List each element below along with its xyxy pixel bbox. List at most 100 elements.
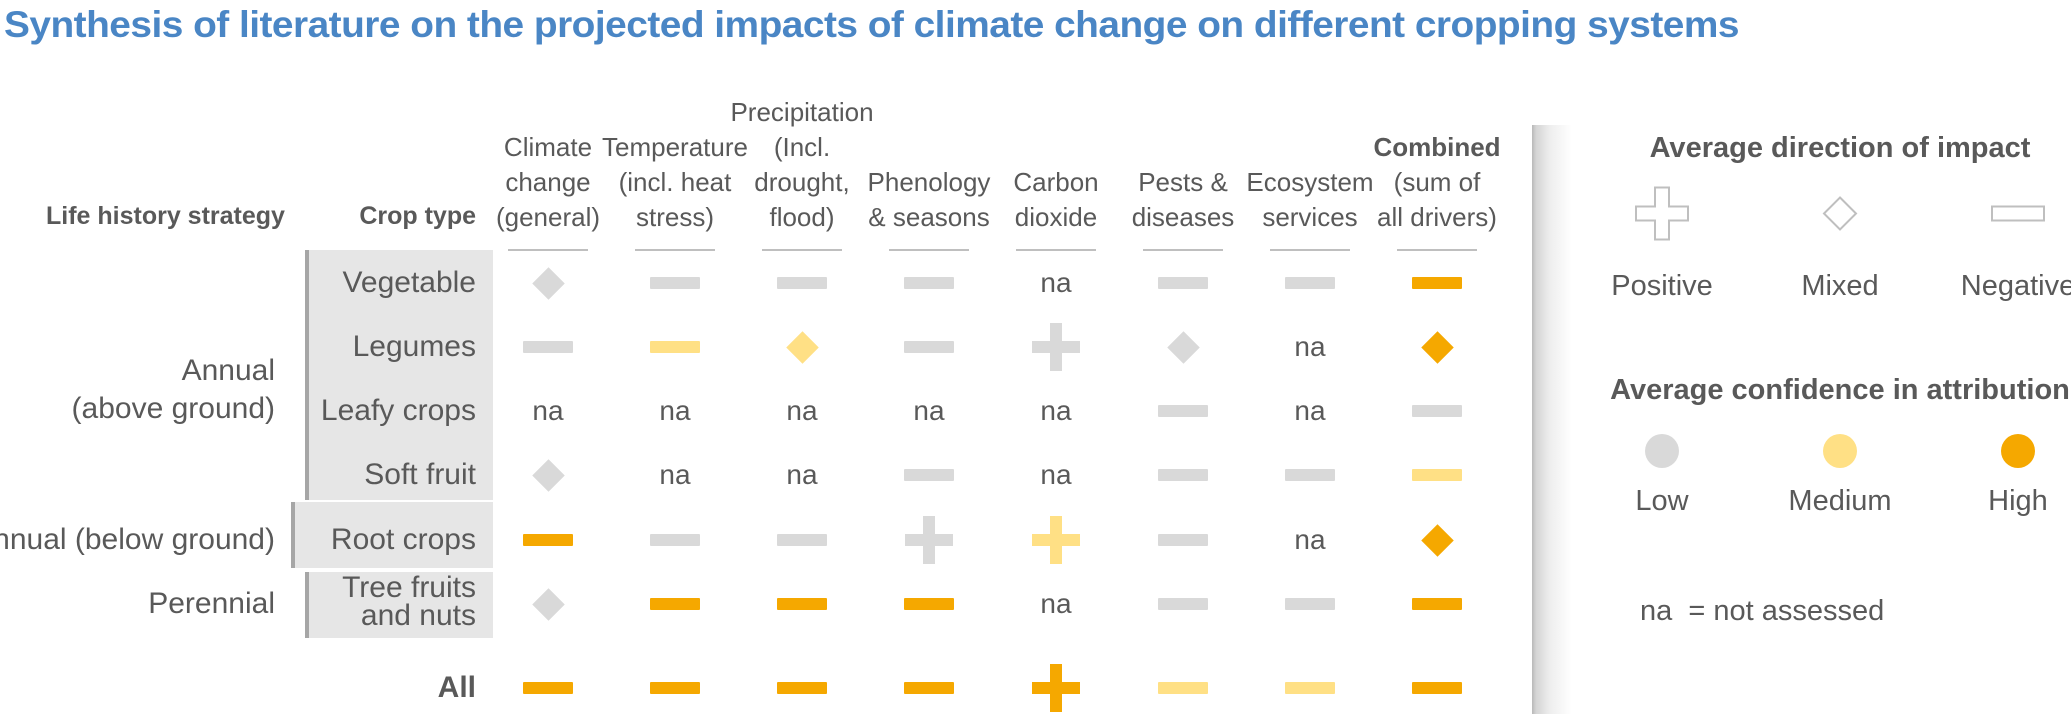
crop-label: Vegetable: [343, 267, 476, 299]
impact-cell: na: [625, 445, 725, 505]
column-header-line: drought,: [754, 167, 850, 197]
negative-icon: [904, 277, 954, 289]
impact-cell: [1133, 317, 1233, 377]
negative-icon: [650, 534, 700, 546]
column-header: Pests & diseases: [1108, 95, 1258, 235]
direction-legend-label: Positive: [1611, 270, 1713, 302]
impact-cell: [1387, 510, 1487, 570]
confidence-legend-label: Medium: [1788, 485, 1892, 517]
column-underline: [889, 249, 969, 251]
crop-label-line: Legumes: [352, 330, 476, 363]
column-header-line: Precipitation: [730, 97, 874, 127]
impact-cell: [1387, 253, 1487, 313]
medium-confidence-dot: [1823, 434, 1857, 468]
group-bracket-below: [291, 502, 295, 568]
column-header-line: Carbon: [1013, 167, 1099, 197]
positive-legend-icon: [1632, 184, 1692, 249]
na-text: na: [913, 395, 945, 426]
low-confidence-dot: [1645, 434, 1679, 468]
column-header-line: change: [505, 167, 591, 197]
column-underline: [1270, 249, 1350, 251]
crop-label-line: and nuts: [360, 599, 476, 632]
negative-icon: [523, 534, 573, 546]
column-underline: [762, 249, 842, 251]
crop-label-line: Tree fruits: [342, 571, 476, 604]
mixed-legend-icon: [1810, 184, 1870, 249]
group-label: Perennial: [148, 585, 275, 623]
negative-icon: [1412, 405, 1462, 417]
group-bracket-above: [305, 250, 309, 500]
na-text: na: [1040, 267, 1072, 298]
impact-cell: [879, 445, 979, 505]
impact-cell: [752, 658, 852, 718]
high-confidence-dot: [2001, 434, 2035, 468]
impact-cell: na: [1006, 381, 1106, 441]
na-text: na: [1040, 459, 1072, 490]
group-label: Annual (below ground): [0, 521, 275, 559]
na-text: na: [659, 395, 691, 426]
confidence-legend-label: High: [1988, 485, 2048, 517]
positive-icon: [1032, 664, 1080, 712]
confidence-legend-title: Average confidence in attribution: [1610, 374, 2070, 406]
life-history-header: Life history strategy: [46, 202, 285, 230]
na-text: na: [1294, 524, 1326, 555]
column-header-line: (general): [495, 202, 601, 232]
impact-cell: na: [1260, 510, 1360, 570]
column-header-line: Combined: [1373, 132, 1501, 162]
impact-cell: [1133, 510, 1233, 570]
na-text: na: [786, 395, 818, 426]
direction-legend-label: Mixed: [1801, 270, 1879, 302]
column-header: Temperature (incl. heat stress): [600, 95, 750, 235]
na-text: na: [659, 459, 691, 490]
negative-icon: [904, 682, 954, 694]
impact-cell: na: [752, 381, 852, 441]
impact-cell: [498, 317, 598, 377]
na-text: na: [1040, 395, 1072, 426]
negative-icon: [1158, 534, 1208, 546]
column-header: Carbon dioxide: [981, 95, 1131, 235]
negative-icon: [650, 277, 700, 289]
column-header: Ecosystem services: [1235, 95, 1385, 235]
impact-cell: [498, 445, 598, 505]
negative-icon: [523, 682, 573, 694]
column-header-line: (sum of: [1393, 167, 1481, 197]
crop-label-line: Soft fruit: [364, 458, 476, 491]
impact-cell: [1133, 445, 1233, 505]
negative-icon: [1285, 277, 1335, 289]
impact-cell: na: [625, 381, 725, 441]
negative-icon: [1158, 598, 1208, 610]
column-header: Precipitation (Incl. drought, flood): [727, 95, 877, 235]
na-legend-note: na = not assessed: [1640, 595, 1885, 627]
impact-cell: [625, 510, 725, 570]
impact-cell: [1260, 445, 1360, 505]
negative-icon: [904, 598, 954, 610]
impact-cell: [625, 574, 725, 634]
negative-icon: [904, 341, 954, 353]
na-text: na: [1294, 331, 1326, 362]
crop-shade-perennial: [307, 572, 493, 638]
impact-cell: [498, 658, 598, 718]
crop-type-header: Crop type: [359, 202, 476, 230]
impact-cell: [498, 253, 598, 313]
page-title: Synthesis of literature on the projected…: [4, 4, 1739, 45]
impact-cell: [879, 574, 979, 634]
column-header-line: all drivers): [1377, 202, 1497, 232]
column-header-line: (Incl.: [773, 132, 831, 162]
crop-label: Legumes: [353, 331, 476, 363]
na-text: na: [1294, 395, 1326, 426]
group-label-line: Perennial: [148, 587, 275, 620]
column-header-line: & seasons: [868, 202, 990, 232]
negative-icon: [1412, 598, 1462, 610]
crop-label-line: Vegetable: [342, 266, 476, 299]
impact-cell: [1260, 253, 1360, 313]
na-text: na: [1040, 588, 1072, 619]
impact-cell: [1387, 658, 1487, 718]
negative-icon: [777, 598, 827, 610]
mixed-icon: [531, 266, 565, 300]
crop-label: Soft fruit: [364, 459, 476, 491]
negative-icon: [1285, 469, 1335, 481]
mixed-icon: [1420, 523, 1454, 557]
impact-cell: na: [1006, 445, 1106, 505]
na-text: na: [786, 459, 818, 490]
column-header: Combined (sum of all drivers): [1362, 95, 1512, 235]
